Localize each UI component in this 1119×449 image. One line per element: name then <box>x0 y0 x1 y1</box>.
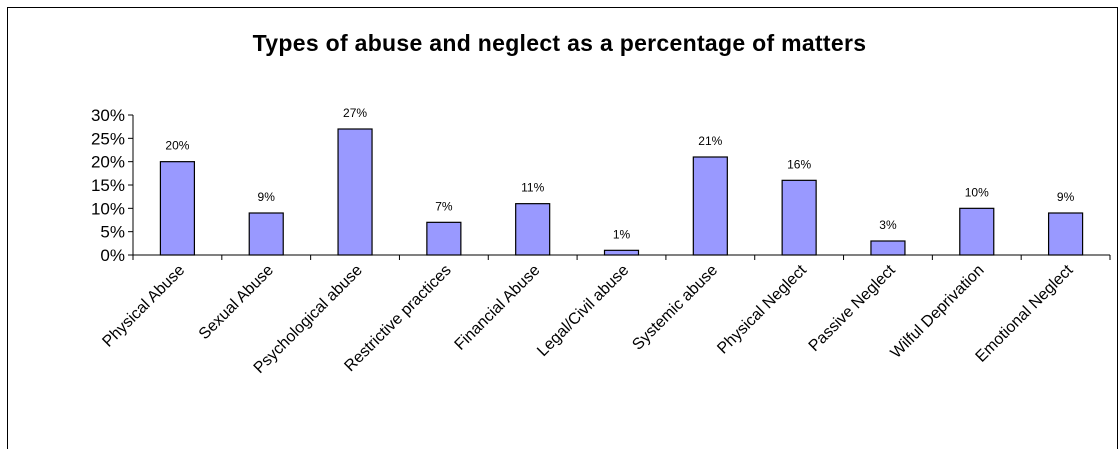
chart-title: Types of abuse and neglect as a percenta… <box>252 30 867 56</box>
chart-category-labels: Physical Abuse Sexual AbusePsychological … <box>99 261 1076 377</box>
data-label: 3% <box>879 218 897 232</box>
data-label: 7% <box>435 199 453 213</box>
y-tick-label: 10% <box>91 199 125 218</box>
x-category-label: Passive Neglect <box>806 261 900 355</box>
data-label: 9% <box>1057 190 1075 204</box>
data-label: 21% <box>698 134 722 148</box>
bar <box>603 249 640 256</box>
data-label: 20% <box>165 139 189 153</box>
x-category-label: Systemic abuse <box>629 262 721 354</box>
x-category-label: Emotional Neglect <box>973 261 1077 365</box>
y-tick-label: 0% <box>100 246 125 265</box>
data-label: 1% <box>613 227 631 241</box>
y-tick-label: 30% <box>91 106 125 125</box>
bar <box>337 128 373 256</box>
x-category-label: Physical Neglect <box>714 261 810 357</box>
y-tick-label: 25% <box>91 129 125 148</box>
data-label: 9% <box>258 190 276 204</box>
chart-frame <box>7 7 1118 449</box>
bar <box>870 240 906 256</box>
chart-bars <box>159 128 1084 256</box>
data-label: 27% <box>343 106 367 120</box>
x-category-label: Wilful Deprivation <box>888 262 988 362</box>
bar <box>959 207 995 256</box>
bar <box>692 156 728 256</box>
data-label: 16% <box>787 157 811 171</box>
bar <box>248 212 284 256</box>
bar <box>159 161 196 256</box>
y-tick-label: 5% <box>100 223 125 242</box>
bar <box>781 179 817 256</box>
x-category-label: Physical Abuse <box>99 262 188 351</box>
y-tick-label: 20% <box>91 153 125 172</box>
x-category-label: Legal/Civil abuse <box>534 262 632 360</box>
data-label: 10% <box>965 185 989 199</box>
x-category-label: Financial Abuse <box>452 262 544 354</box>
x-category-label: Sexual Abuse <box>196 262 277 343</box>
chart-axes: 0% 5% 10% 15% 20% 25% 30% <box>91 106 1111 265</box>
y-tick-label: 15% <box>91 176 125 195</box>
bar <box>426 221 462 256</box>
bar <box>515 203 551 256</box>
chart-data-labels: 20% 9% 27% 7% 11% 1% 21% 16% 3% 10% 9% <box>165 106 1074 241</box>
data-label: 11% <box>521 181 544 195</box>
bar <box>1047 212 1084 256</box>
